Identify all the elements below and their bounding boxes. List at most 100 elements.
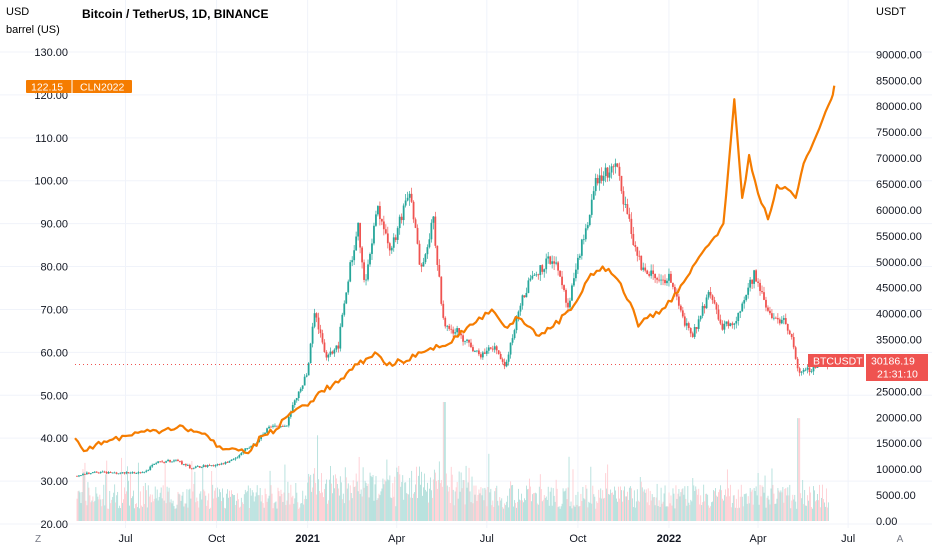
candle-body (145, 470, 148, 472)
volume-bar (425, 489, 426, 521)
volume-bar (232, 495, 234, 521)
volume-bar (106, 460, 108, 521)
volume-bar (444, 402, 446, 521)
candle-body (379, 206, 381, 220)
candle-body (464, 340, 466, 342)
volume-bar (182, 491, 184, 521)
volume-bar (723, 500, 724, 521)
right-axis-tick-label: 90000.00 (876, 49, 922, 61)
volume-bar (408, 494, 410, 521)
volume-bar (346, 488, 348, 521)
volume-bar (525, 500, 526, 521)
candle-body (683, 316, 686, 326)
candle-body (767, 307, 769, 311)
volume-bar (363, 487, 365, 521)
volume-bar (721, 490, 722, 521)
volume-bar (744, 493, 746, 521)
volume-bar (810, 492, 812, 521)
candle-body (780, 319, 783, 324)
candle-body (800, 371, 803, 373)
volume-bar (276, 508, 278, 521)
volume-bar (295, 482, 297, 521)
candle-body (161, 461, 164, 463)
volume-bar (314, 468, 316, 521)
volume-bar (443, 402, 445, 521)
volume-bar (692, 478, 694, 521)
volume-bar (639, 477, 641, 521)
volume-bar (78, 490, 80, 521)
volume-bar (411, 470, 413, 521)
candle-body (272, 425, 274, 427)
candle-body (695, 327, 698, 329)
volume-bar (700, 495, 702, 521)
volume-bar (227, 489, 228, 521)
volume-bar (745, 493, 747, 521)
candle-body (808, 367, 811, 372)
left-axis-ticks: 130.00120.00110.00100.0090.0080.0070.006… (34, 47, 68, 531)
volume-bar (339, 476, 341, 521)
volume-bar (435, 481, 437, 521)
volume-bar (382, 478, 384, 521)
candle-body (113, 472, 116, 474)
volume-bar (616, 498, 617, 521)
volume-bar (250, 495, 252, 521)
candle-body (472, 347, 474, 352)
volume-bar (483, 500, 485, 521)
volume-bar (640, 481, 642, 521)
volume-bar (410, 497, 412, 521)
volume-bar (746, 503, 748, 521)
candle-body (325, 351, 328, 358)
volume-bar (463, 480, 465, 521)
candle-body (264, 432, 266, 435)
volume-bar (177, 491, 179, 521)
volume-bar (801, 498, 803, 521)
candle-body (575, 269, 577, 279)
volume-bar (330, 483, 332, 521)
volume-bar (811, 507, 813, 521)
volume-bar (566, 499, 568, 521)
volume-bar (674, 508, 676, 521)
volume-bar (441, 486, 443, 521)
volume-bar (195, 502, 197, 521)
volume-bar (514, 500, 516, 521)
volume-bar (668, 492, 670, 521)
candle-body (578, 255, 581, 258)
candle-body (735, 320, 738, 324)
volume-bar (662, 501, 664, 521)
candle-body (171, 461, 173, 463)
left-unit-label: barrel (US) (6, 24, 60, 36)
candle-body (582, 239, 585, 241)
candle-body (291, 405, 294, 413)
volume-bar (277, 487, 279, 521)
volume-bar (611, 492, 613, 521)
volume-bar (406, 493, 408, 521)
auto-scale-left-button[interactable]: Z (30, 530, 46, 546)
volume-bar (715, 488, 716, 521)
candle-body (400, 216, 403, 221)
volume-bar (688, 502, 690, 521)
volume-bar (627, 500, 629, 521)
candle-body (297, 391, 300, 399)
volume-bar (128, 480, 129, 521)
volume-bar (578, 506, 580, 521)
volume-bar (740, 484, 742, 521)
volume-bar (763, 492, 765, 521)
volume-bar (785, 488, 787, 521)
candle-body (186, 465, 189, 466)
volume-bar (736, 508, 738, 521)
candle-body (677, 296, 680, 306)
volume-bar (465, 465, 467, 521)
candle-body (123, 472, 126, 474)
candle-body (105, 472, 108, 474)
candle-body (323, 342, 326, 352)
candle-body (222, 463, 225, 465)
candle-body (202, 465, 205, 467)
volume-bar (198, 507, 200, 521)
volume-bar (624, 486, 625, 521)
volume-bar (414, 492, 416, 521)
volume-bar (438, 461, 440, 521)
volume-bar (526, 485, 527, 521)
auto-scale-right-button[interactable]: A (892, 530, 908, 546)
candle-body (181, 461, 183, 465)
